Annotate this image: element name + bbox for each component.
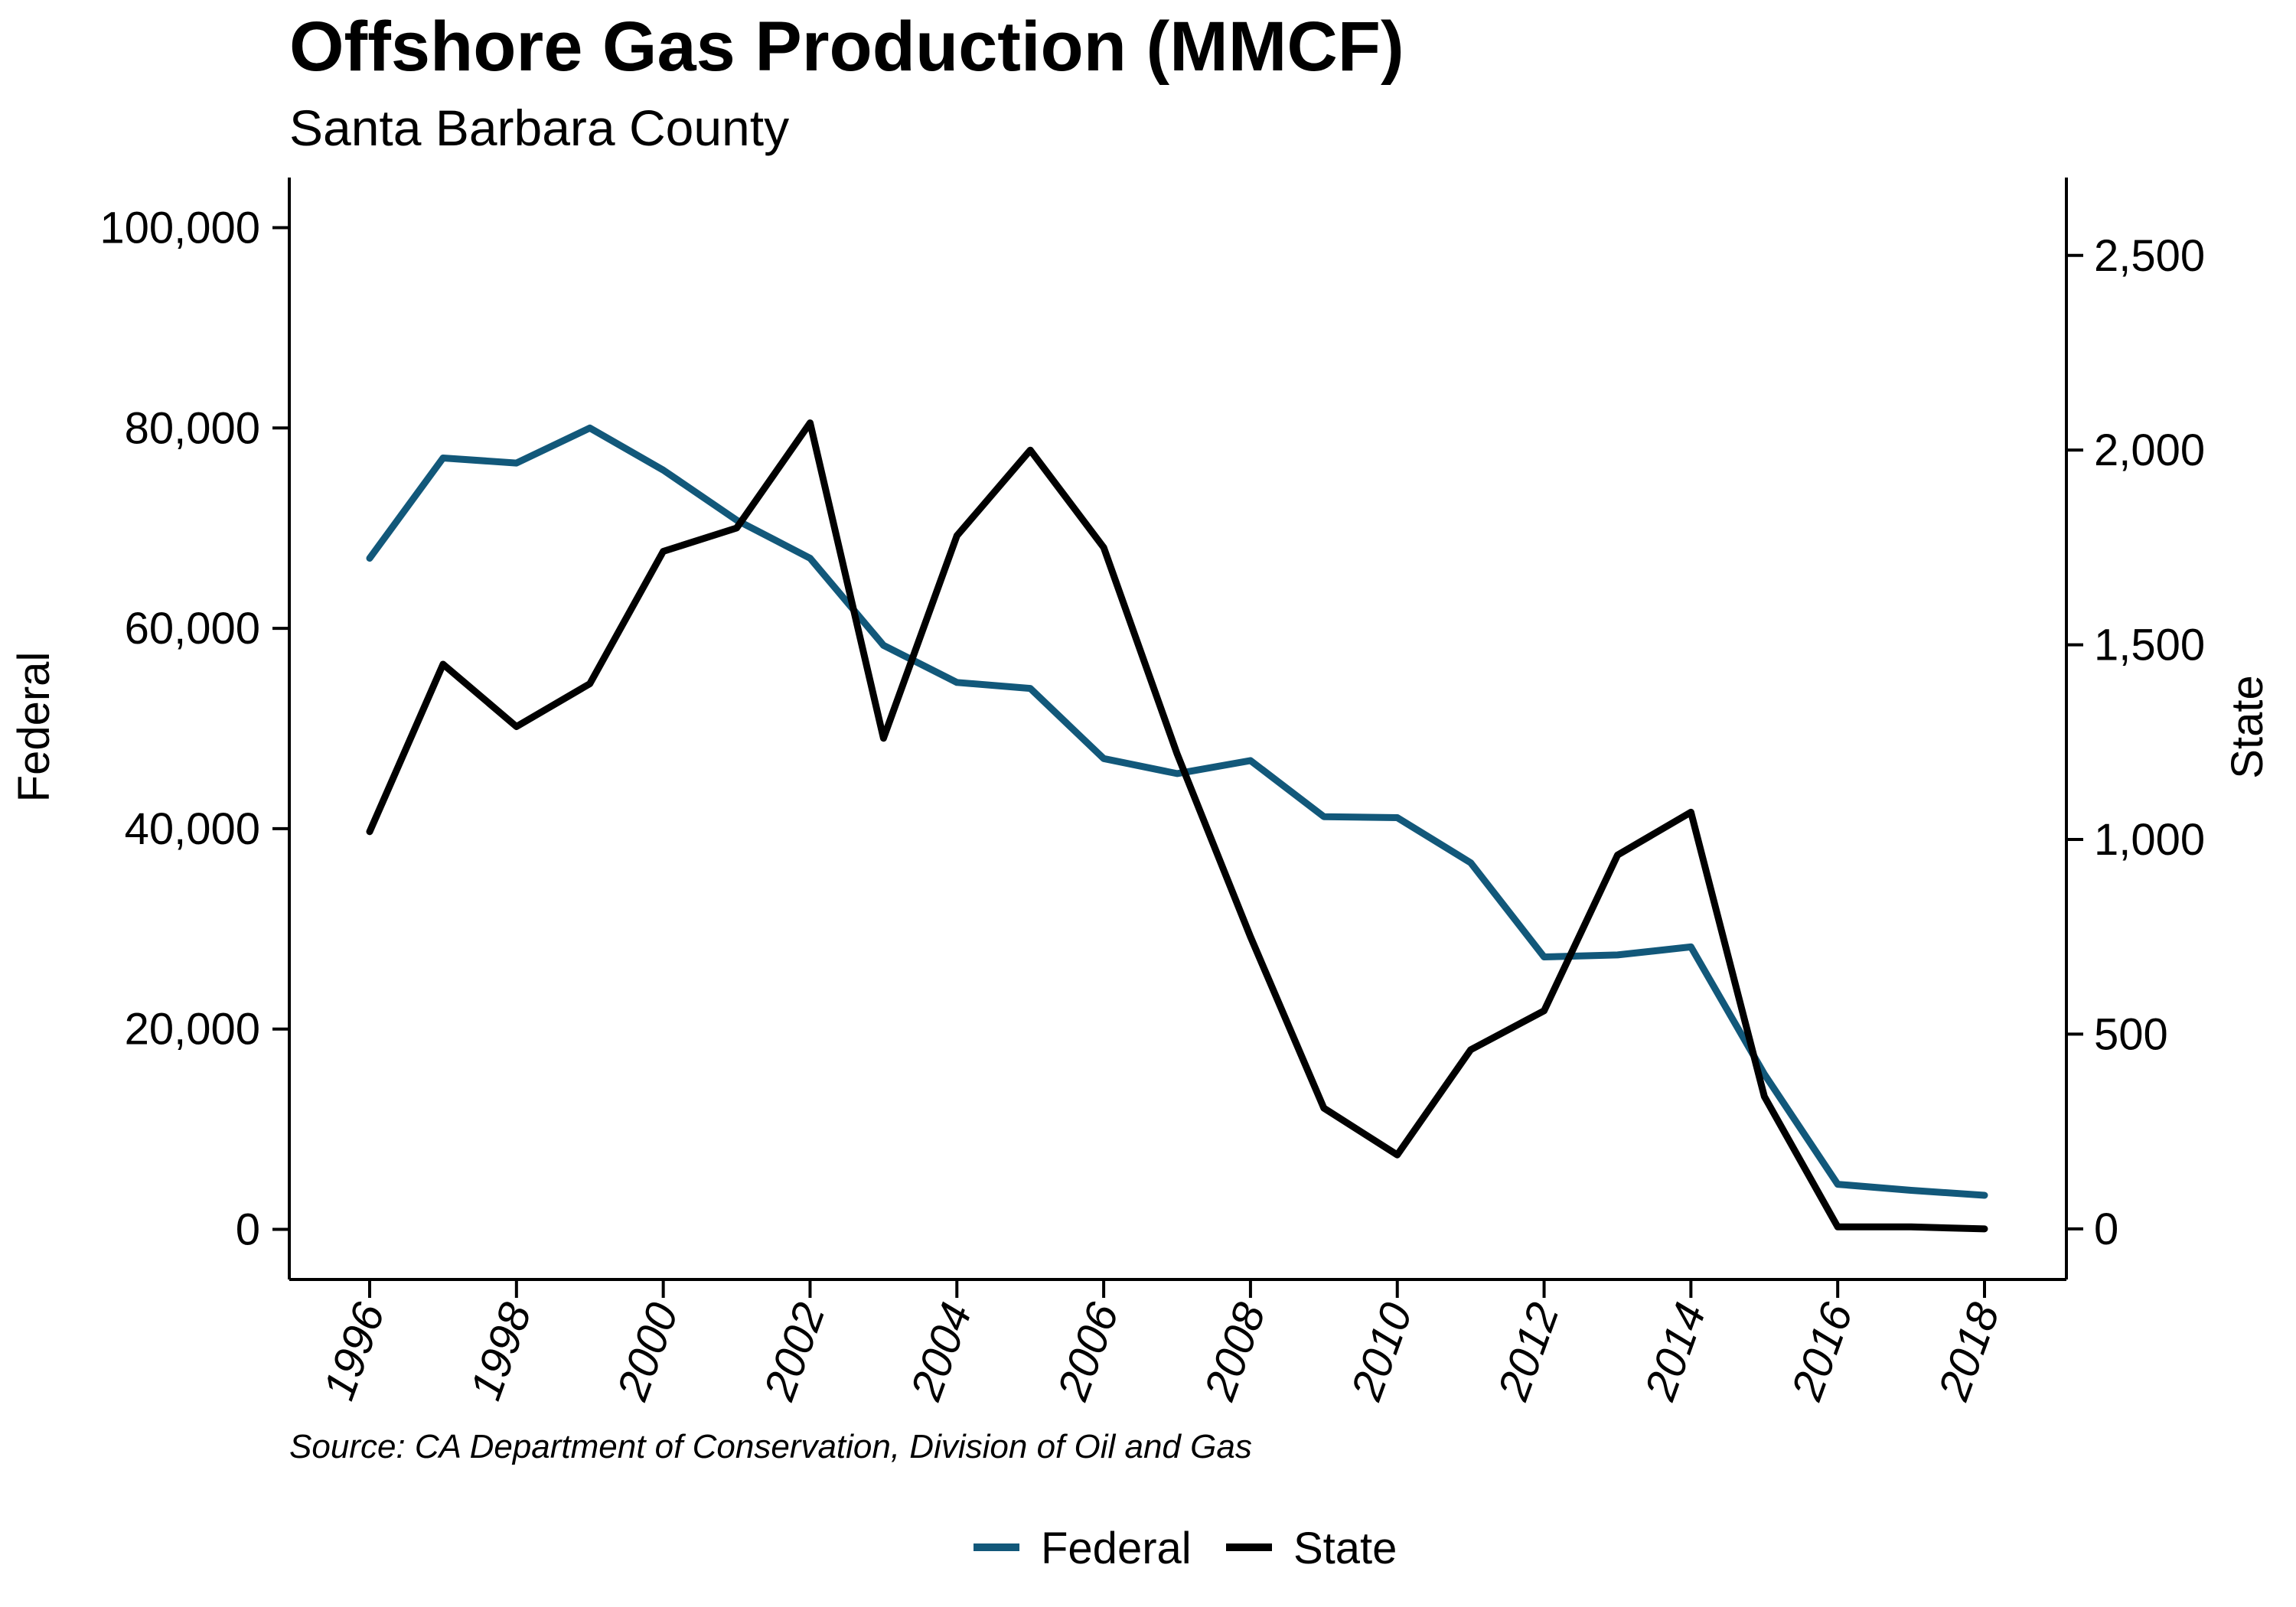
x-tick-label: 2010 (1341, 1296, 1422, 1407)
axes (288, 178, 2068, 1281)
x-tick-label: 2000 (607, 1296, 688, 1407)
left-tick-label: 60,000 (125, 604, 260, 654)
source-note: Source: CA Department of Conservation, D… (289, 1428, 1252, 1465)
right-tick-label: 1,000 (2094, 815, 2205, 865)
left-axis-ticks: 0 20,000 40,000 60,000 80,000 100,000 (99, 203, 289, 1255)
legend: Federal State (974, 1524, 1397, 1573)
left-tick-label: 40,000 (125, 804, 260, 854)
legend-label-federal: Federal (1041, 1524, 1192, 1573)
x-tick-label: 2008 (1195, 1296, 1276, 1407)
right-axis-ticks: 0 500 1,000 1,500 2,000 2,500 (2066, 231, 2205, 1254)
x-tick-label: 2006 (1048, 1296, 1129, 1407)
x-tick-label: 2016 (1782, 1296, 1863, 1407)
right-tick-label: 1,500 (2094, 621, 2205, 670)
x-tick-label: 2004 (901, 1296, 982, 1407)
right-tick-label: 0 (2094, 1204, 2118, 1254)
left-tick-label: 0 (236, 1205, 260, 1255)
right-axis-title: State (2223, 675, 2272, 778)
legend-label-state: State (1293, 1524, 1397, 1573)
series-line-state (366, 419, 1988, 1233)
left-tick-label: 80,000 (125, 403, 260, 453)
left-tick-label: 20,000 (125, 1005, 260, 1054)
right-tick-label: 2,500 (2094, 231, 2205, 281)
left-axis-title: Federal (9, 652, 59, 803)
chart-subtitle: Santa Barbara County (289, 99, 789, 156)
x-axis-ticks: 1996 1998 2000 2002 2004 2006 2008 2010 2012 2014… (314, 1279, 2009, 1407)
x-tick-label: 2014 (1635, 1296, 1716, 1407)
right-tick-label: 2,000 (2094, 425, 2205, 475)
x-tick-label: 2012 (1488, 1296, 1569, 1407)
x-tick-label: 2002 (754, 1296, 835, 1407)
right-tick-label: 500 (2094, 1009, 2168, 1059)
series-line-federal (366, 424, 1988, 1199)
left-tick-label: 100,000 (99, 203, 260, 253)
series-lines (366, 419, 1988, 1233)
x-tick-label: 2018 (1929, 1296, 2010, 1407)
chart-title: Offshore Gas Production (MMCF) (289, 8, 1404, 86)
x-tick-label: 1996 (314, 1296, 394, 1407)
x-tick-label: 1998 (461, 1296, 541, 1406)
